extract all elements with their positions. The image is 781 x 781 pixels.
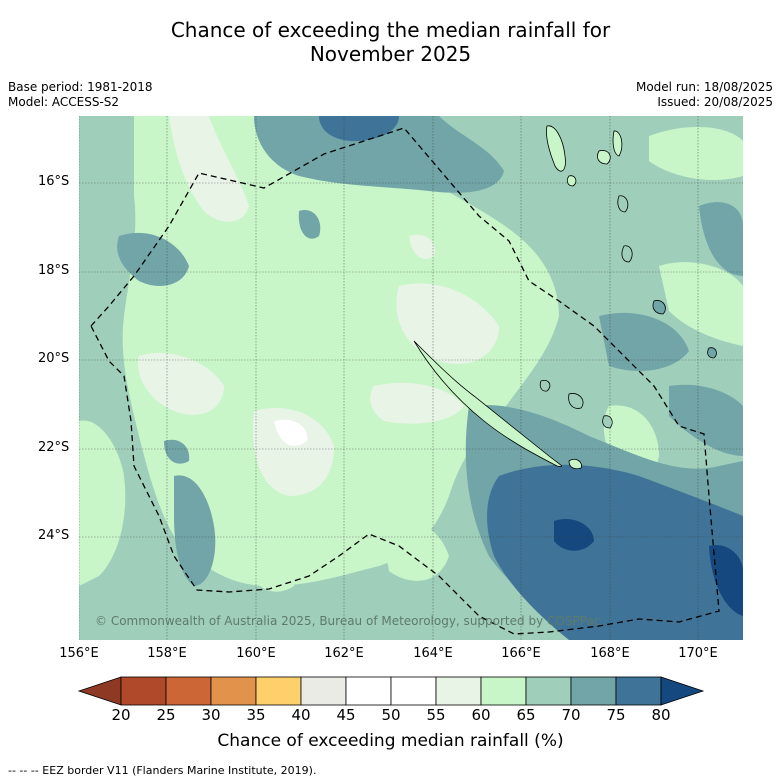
model-run: Model run: 18/08/2025 [635,80,773,94]
field-70-75-southwest [174,475,216,586]
vanuatu-island-6 [621,245,633,263]
colorbar-segment [165,676,212,706]
colorbar-tick-75: 75 [606,706,626,724]
lon-label-156e: 156°E [59,646,99,661]
colorbar-extend-low [77,676,122,706]
field-70-75-west [117,232,189,286]
colorbar-svg [77,676,705,706]
base-period: Base period: 1981-2018 [8,80,153,94]
issued-date: Issued: 20/08/2025 [657,95,773,109]
loyalty-island-2 [568,393,584,409]
lon-label-160e: 160°E [236,646,276,661]
lat-label-24s: 24°S [38,528,70,543]
colorbar-segment [120,676,167,706]
vanuatu-island-4 [566,175,577,187]
vanuatu-island-2 [597,150,611,165]
colorbar [77,676,706,710]
field-70-75-north [254,116,504,193]
field-75-80-southeast [487,464,743,640]
map-gridlines [79,116,743,640]
lon-label-170e: 170°E [678,646,718,661]
vanuatu-island-5 [617,195,629,213]
loyalty-island-3 [602,415,613,429]
colorbar-segment [525,676,572,706]
lat-label-16s: 16°S [38,174,70,189]
field-70-75-east [599,312,689,371]
field-70-75-east-lower [669,384,743,456]
lat-label-22s: 22°S [38,440,70,455]
colorbar-tick-70: 70 [561,706,581,724]
colorbar-tick-50: 50 [381,706,401,724]
field-60-65-central [122,116,559,586]
colorbar-segment [210,676,257,706]
colorbar-tick-55: 55 [426,706,446,724]
copyright-notice: © Commonwealth of Australia 2025, Bureau… [95,614,601,628]
field-55-60-central-south [370,382,464,424]
field-60-65-west [79,420,126,586]
lon-label-166e: 166°E [501,646,541,661]
field-60-65-ne [649,126,743,181]
vanuatu-island-3 [612,130,623,157]
eez-border [90,127,720,635]
field-60-65-south [379,515,449,581]
colorbar-segment [345,676,392,706]
map-svg [79,116,743,640]
meta-right: Model run: 18/08/2025 Issued: 20/08/2025 [636,80,773,110]
field-60-65-sw [249,566,294,592]
colorbar-segment [570,676,617,706]
colorbar-tick-65: 65 [516,706,536,724]
colorbar-tick-25: 25 [156,706,176,724]
isle-of-pines [568,458,583,470]
new-caledonia-island [413,340,562,467]
colorbar-tick-45: 45 [336,706,356,724]
map-panel [79,116,743,640]
field-55-60-patch [409,234,435,260]
colorbar-tick-20: 20 [111,706,131,724]
colorbar-segment [390,676,437,706]
field-50-55-patch [274,419,308,446]
field-70-75-patch-2 [164,439,190,464]
colorbar-segment [435,676,482,706]
field-70-75-ne [699,202,743,276]
title-line-2: November 2025 [309,42,472,66]
vanuatu-island-8 [707,347,717,359]
colorbar-tick-40: 40 [291,706,311,724]
model-name: Model: ACCESS-S2 [8,95,120,109]
loyalty-island-1 [539,379,551,392]
lon-label-168e: 168°E [590,646,630,661]
eez-footnote: -- -- -- EEZ border V11 (Flanders Marine… [8,764,317,777]
lon-label-164e: 164°E [413,646,453,661]
field-55-60-west [138,352,224,415]
field-above-80-south [554,518,594,551]
colorbar-label: Chance of exceeding median rainfall (%) [217,731,564,751]
vanuatu-island-1 [546,125,566,172]
colorbar-segment [255,676,302,706]
field-70-75-patch [298,210,321,239]
lon-label-158e: 158°E [147,646,187,661]
field-75-80-north [319,116,399,141]
field-55-60-southwest [253,407,334,496]
field-above-80-east [709,545,743,616]
colorbar-tick-60: 60 [471,706,491,724]
meta-left: Base period: 1981-2018 Model: ACCESS-S2 [8,80,153,110]
colorbar-tick-30: 30 [201,706,221,724]
colorbar-extend-high [660,676,705,706]
field-60-65-east [659,262,743,346]
map-title: Chance of exceeding the median rainfall … [0,18,781,66]
field-55-60-centre [396,283,499,365]
lat-label-18s: 18°S [38,263,70,278]
vanuatu-island-7 [652,300,666,315]
colorbar-tick-80: 80 [651,706,671,724]
colorbar-tick-35: 35 [246,706,266,724]
title-line-1: Chance of exceeding the median rainfall … [170,18,611,42]
colorbar-segment [480,676,527,706]
field-55-60-north [169,116,249,222]
lon-label-162e: 162°E [324,646,364,661]
lat-label-20s: 20°S [38,351,70,366]
colorbar-segment [615,676,662,706]
colorbar-segment [300,676,347,706]
